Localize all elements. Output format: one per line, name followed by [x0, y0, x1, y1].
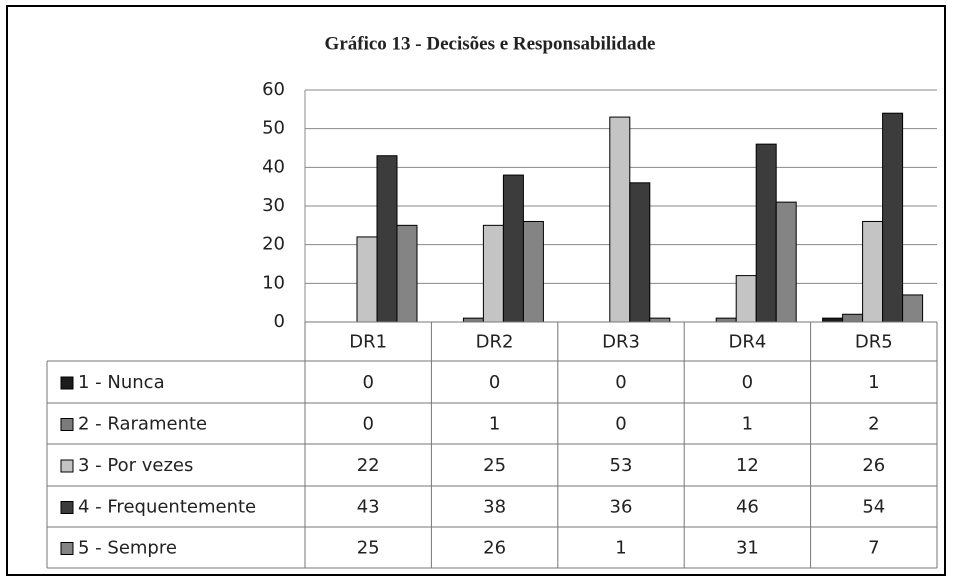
bar	[755, 143, 777, 323]
bar	[502, 174, 524, 323]
bar	[862, 220, 884, 323]
table-cell: 0	[742, 372, 753, 393]
legend-swatch	[60, 418, 74, 431]
bar	[822, 317, 844, 323]
table-cell: 7	[868, 538, 879, 559]
bar	[735, 275, 757, 323]
table-cell: 26	[862, 455, 885, 476]
table-cell: 1	[489, 414, 500, 435]
legend-swatch	[60, 542, 74, 555]
bar	[482, 224, 504, 323]
legend-swatch	[60, 459, 74, 473]
table-cell: 0	[489, 372, 500, 393]
table-cell: 36	[610, 497, 633, 518]
table-cell: 12	[736, 455, 759, 476]
legend-swatch	[60, 376, 74, 390]
bar	[522, 220, 544, 323]
x-tick-label: DR5	[855, 332, 893, 353]
table-cell: 25	[357, 538, 380, 559]
y-tick-label: 60	[262, 79, 285, 100]
bar	[609, 116, 631, 323]
table-cell: 0	[615, 372, 626, 393]
table-cell: 26	[483, 538, 506, 559]
bar	[902, 294, 924, 323]
table-cell: 0	[362, 414, 373, 435]
table-cell: 46	[736, 497, 759, 518]
bar	[396, 224, 418, 323]
table-cell: 53	[610, 455, 633, 476]
table-cell: 0	[362, 372, 373, 393]
table-cell: 38	[483, 497, 506, 518]
frame	[6, 5, 946, 576]
table-cell: 0	[615, 414, 626, 435]
legend-label: 3 - Por vezes	[78, 455, 193, 476]
bar	[842, 313, 864, 323]
x-tick-label: DR3	[602, 332, 640, 353]
legend-label: 4 - Frequentemente	[78, 497, 256, 518]
y-tick-label: 30	[262, 195, 285, 216]
legend-label: 1 - Nunca	[78, 372, 165, 393]
legend-swatch	[60, 501, 74, 514]
legend-label: 2 - Raramente	[78, 414, 207, 435]
table-cell: 43	[357, 497, 380, 518]
y-tick-label: 50	[262, 118, 285, 139]
x-tick-label: DR2	[476, 332, 514, 353]
table-cell: 31	[736, 538, 759, 559]
bar	[649, 317, 671, 323]
table-cell: 25	[483, 455, 506, 476]
x-tick-label: DR4	[728, 332, 766, 353]
table-cell: 1	[868, 372, 879, 393]
bar	[882, 112, 904, 323]
bar	[356, 236, 378, 323]
bar	[462, 317, 484, 323]
bar	[775, 201, 797, 323]
y-tick-label: 40	[262, 156, 285, 177]
table-cell: 22	[357, 455, 380, 476]
bar	[376, 155, 398, 323]
x-tick-label: DR1	[349, 332, 387, 353]
chart-title: Gráfico 13 - Decisões e Responsabilidade	[325, 33, 656, 54]
bar	[629, 182, 651, 323]
y-tick-label: 0	[274, 311, 285, 332]
table-cell: 1	[615, 538, 626, 559]
legend-label: 5 - Sempre	[78, 538, 177, 559]
bar	[715, 317, 737, 323]
table-cell: 1	[742, 414, 753, 435]
y-tick-label: 10	[262, 272, 285, 293]
y-tick-label: 20	[262, 234, 285, 255]
table-cell: 2	[868, 414, 879, 435]
table-cell: 54	[862, 497, 885, 518]
